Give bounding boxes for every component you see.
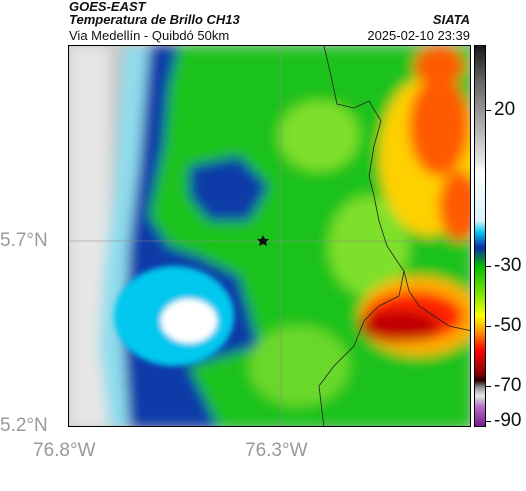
colorbar-label: -30 — [494, 255, 522, 276]
colorbar-label: -90 — [494, 410, 522, 431]
colorbar-tick — [486, 266, 491, 267]
satellite-title: GOES-EAST — [69, 0, 146, 14]
map-canvas — [69, 46, 470, 426]
brightness-temperature-map[interactable] — [68, 45, 471, 427]
colorbar-label: 20 — [494, 99, 516, 120]
temperature-colorbar — [474, 45, 486, 427]
star-icon — [257, 235, 269, 246]
source-label: SIATA — [432, 12, 470, 27]
lat-label: 5.7°N — [0, 230, 48, 251]
colorbar-tick — [486, 326, 491, 327]
product-title: Temperatura de Brillo CH13 — [69, 12, 240, 27]
colorbar-tick — [486, 110, 491, 111]
lon-label: 76.8°W — [33, 440, 96, 461]
colorbar-label: -70 — [494, 375, 522, 396]
lon-label: 76.3°W — [245, 440, 308, 461]
area-subtitle: Via Medellín - Quibdó 50km — [69, 28, 230, 43]
colorbar-tick — [486, 386, 491, 387]
colorbar-tick — [486, 421, 491, 422]
colorbar-label: -50 — [494, 315, 522, 336]
timestamp-label: 2025-02-10 23:39 — [367, 28, 470, 43]
lat-label: 5.2°N — [0, 415, 48, 436]
